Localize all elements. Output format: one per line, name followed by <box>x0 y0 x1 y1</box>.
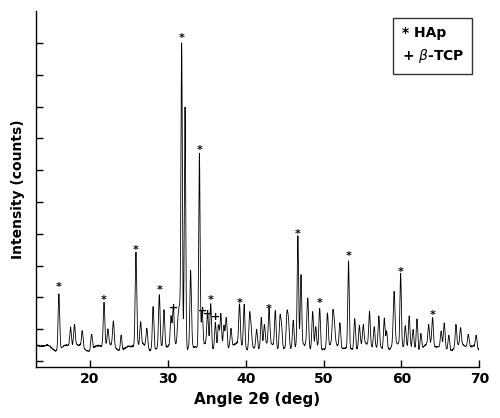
Text: *: * <box>156 285 162 296</box>
Text: *: * <box>208 295 214 305</box>
Text: *: * <box>101 295 107 305</box>
Text: +: + <box>210 312 220 322</box>
Text: *: * <box>316 298 322 308</box>
Text: *: * <box>56 282 62 292</box>
Text: *: * <box>430 310 436 320</box>
Text: *: * <box>236 298 242 308</box>
Text: *: * <box>133 245 139 255</box>
Text: *: * <box>266 304 272 314</box>
Text: +: + <box>198 306 206 316</box>
Legend: * HAp, + $\it{\beta}$-TCP: * HAp, + $\it{\beta}$-TCP <box>394 18 472 74</box>
Text: *: * <box>295 229 301 239</box>
Text: +: + <box>168 303 178 313</box>
Text: +: + <box>203 309 212 319</box>
Text: *: * <box>398 267 404 277</box>
Text: *: * <box>346 251 352 261</box>
Text: *: * <box>196 145 202 155</box>
X-axis label: Angle 2θ (deg): Angle 2θ (deg) <box>194 392 320 407</box>
Y-axis label: Intensity (counts): Intensity (counts) <box>11 120 25 259</box>
Text: *: * <box>178 33 184 43</box>
